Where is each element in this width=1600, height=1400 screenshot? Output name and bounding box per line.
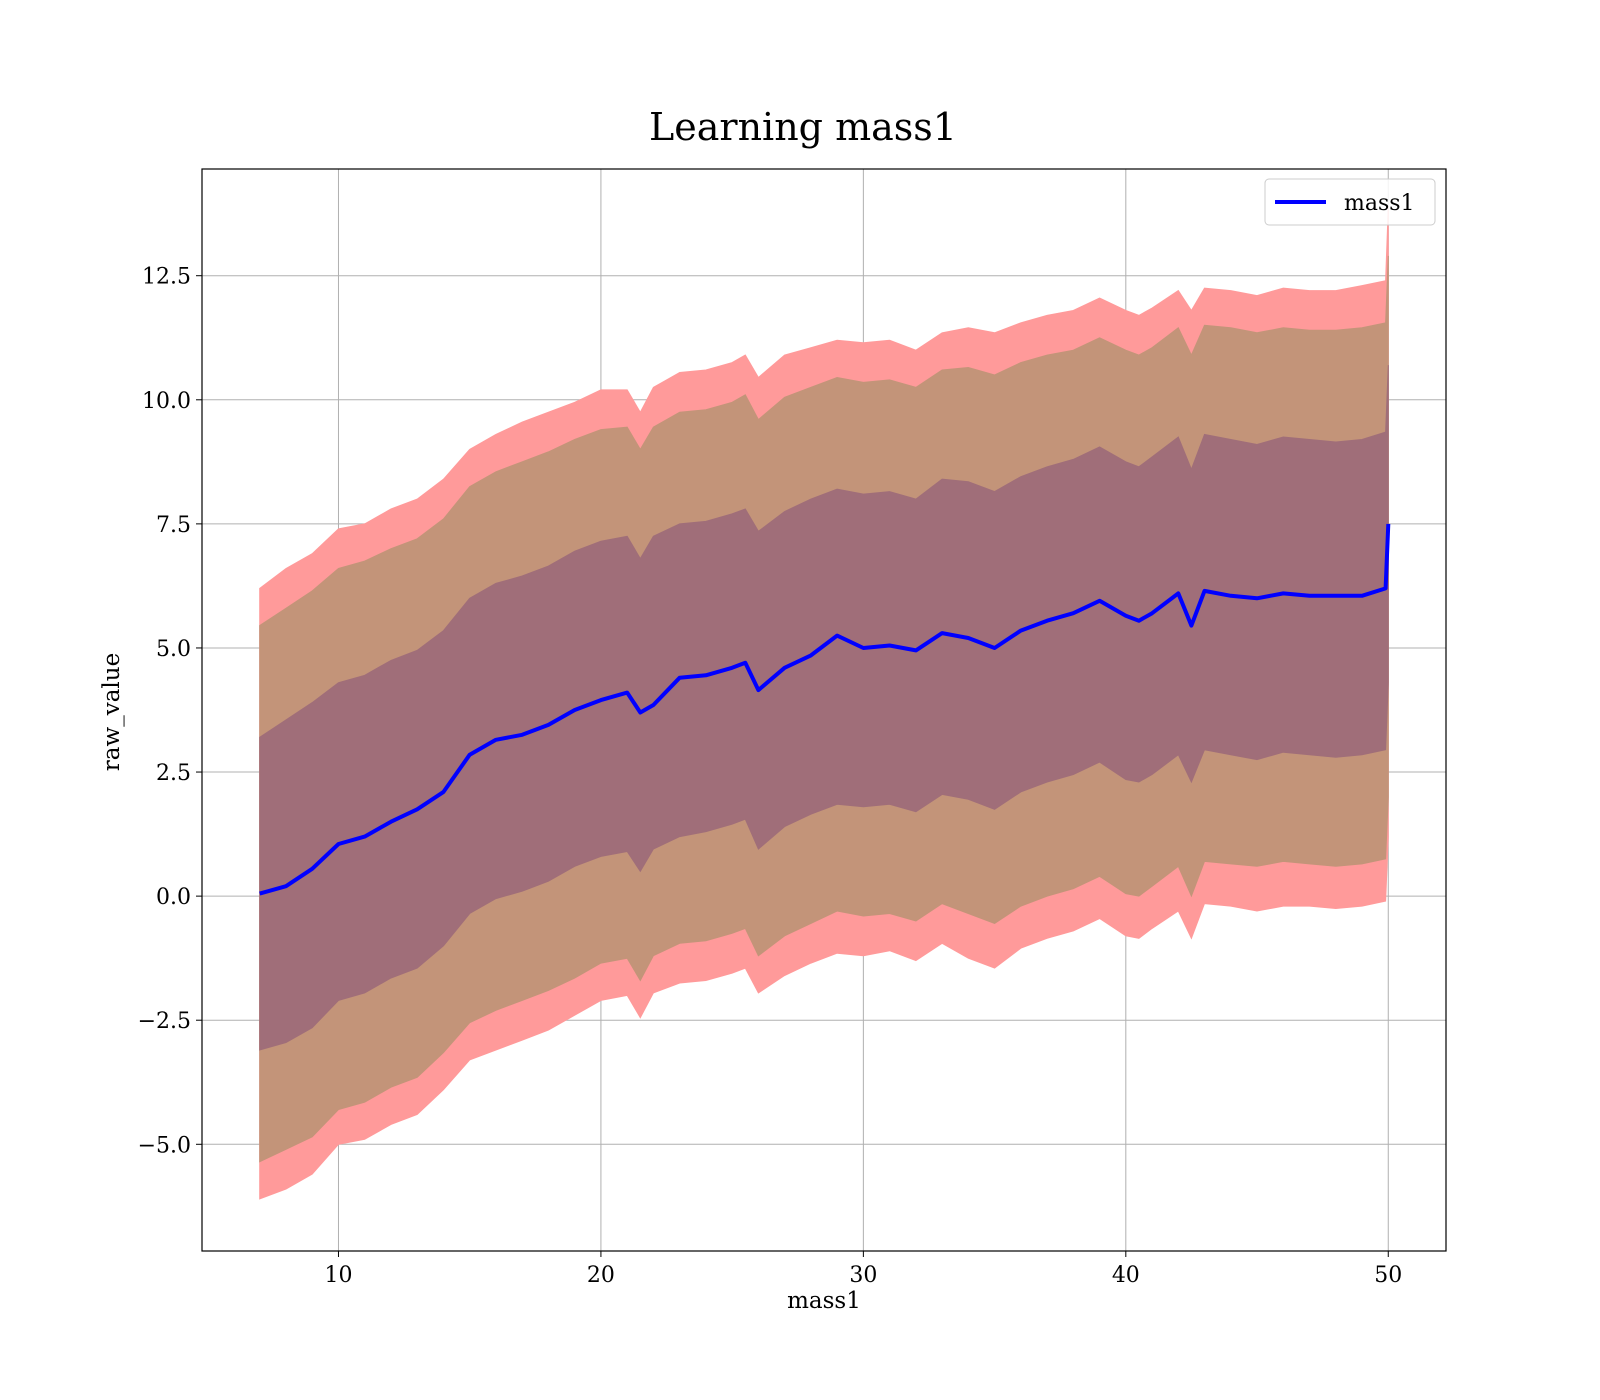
series-lines <box>259 523 1391 896</box>
legend: mass1 <box>1264 178 1436 226</box>
y-axis-label: raw_value <box>99 653 125 771</box>
y-tick-label-4: 5.0 <box>156 637 191 662</box>
legend-label-mass1: mass1 <box>1344 191 1415 216</box>
y-tick-label-3: 2.5 <box>156 761 191 786</box>
x-tick-label-2: 30 <box>849 1263 877 1288</box>
y-tick-label-6: 10.0 <box>142 389 191 414</box>
y-tick-label-2: 0.0 <box>156 885 191 910</box>
y-axis-ticks: −5.0 −2.5 0.0 2.5 5.0 7.5 10.0 12.5 <box>138 265 202 1158</box>
x-tick-label-3: 40 <box>1112 1263 1140 1288</box>
plot-frame <box>201 168 1447 1252</box>
x-axis-label: mass1 <box>787 1288 861 1314</box>
x-tick-label-0: 10 <box>324 1263 352 1288</box>
chart-title: Learning mass1 <box>649 105 957 149</box>
y-tick-label-5: 7.5 <box>156 513 191 538</box>
x-axis-ticks: 10 20 30 40 50 <box>324 1251 1402 1288</box>
y-tick-label-1: −2.5 <box>138 1009 191 1034</box>
band-inner <box>259 365 1389 1051</box>
y-tick-label-7: 12.5 <box>142 265 191 290</box>
x-tick-label-1: 20 <box>587 1263 615 1288</box>
y-tick-label-0: −5.0 <box>138 1133 191 1158</box>
confidence-bands <box>259 206 1389 1200</box>
series-line-mass1 <box>259 523 1391 896</box>
x-tick-label-4: 50 <box>1374 1263 1402 1288</box>
legend-box <box>1264 178 1436 226</box>
